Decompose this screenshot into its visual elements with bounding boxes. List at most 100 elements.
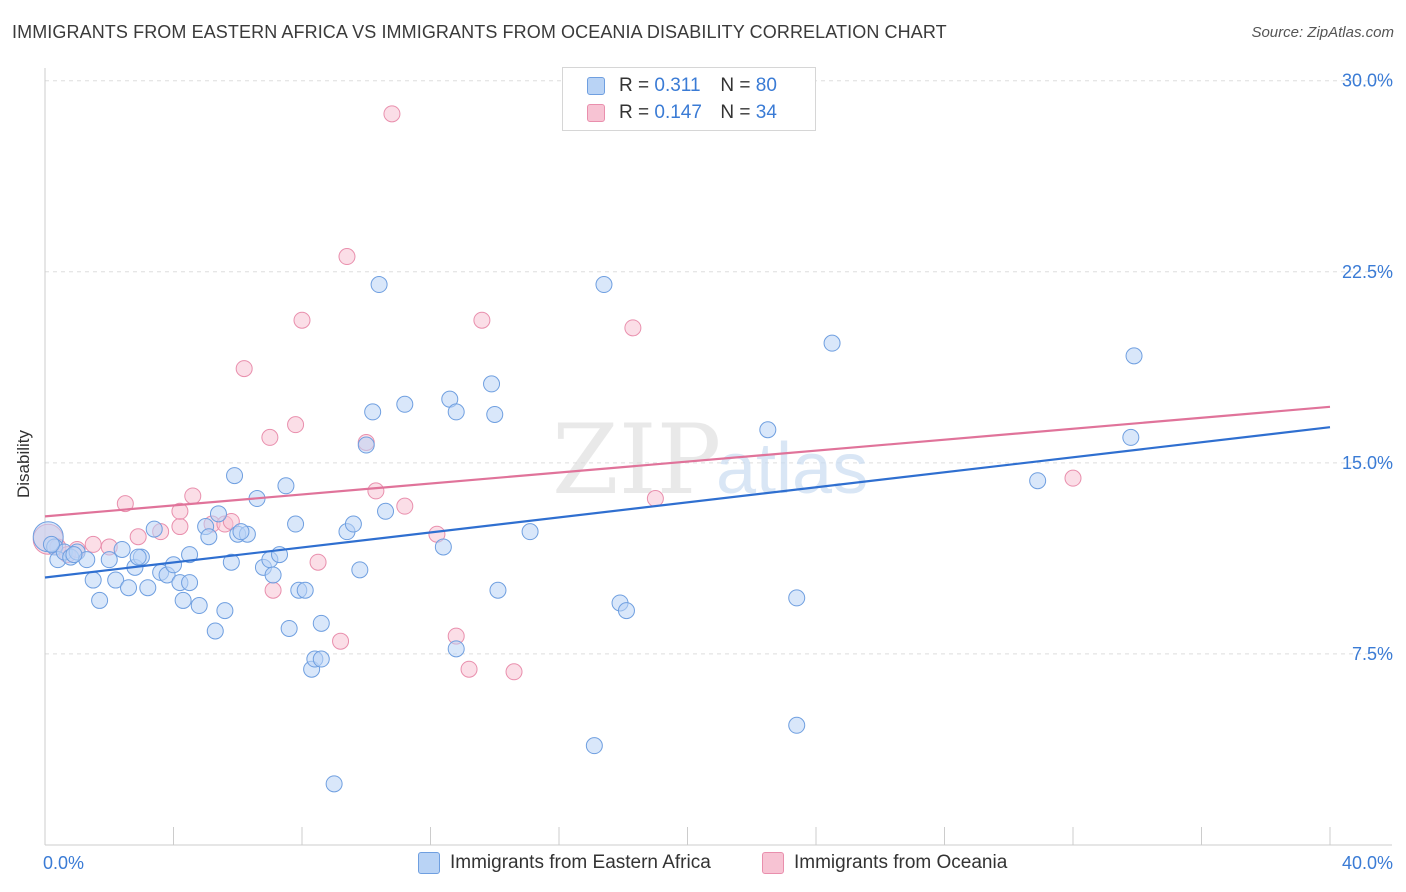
n-value: 80: [755, 75, 777, 96]
point-eastern-africa: [216, 602, 234, 620]
point-eastern-africa: [181, 546, 199, 564]
n-label: N =: [720, 102, 751, 123]
stats-legend-row-oceania: R = 0.147 N = 34: [587, 101, 777, 125]
r-label: R =: [619, 75, 650, 96]
n-label: N =: [720, 75, 751, 96]
point-eastern-africa: [447, 640, 465, 658]
point-eastern-africa: [351, 561, 369, 579]
point-oceania: [1064, 469, 1082, 487]
point-eastern-africa: [823, 334, 841, 352]
legend-item-eastern-africa[interactable]: Immigrants from Eastern Africa: [418, 852, 711, 874]
legend-swatch-oceania: [587, 104, 605, 122]
point-eastern-africa: [100, 551, 118, 569]
watermark-zip: ZIP: [552, 404, 721, 516]
x-tick-label: 0.0%: [43, 853, 84, 873]
trend-line-eastern-africa: [44, 426, 1331, 579]
r-label: R =: [619, 102, 650, 123]
point-eastern-africa: [595, 276, 613, 294]
point-oceania: [129, 528, 147, 546]
point-eastern-africa: [200, 528, 218, 546]
chart-title: IMMIGRANTS FROM EASTERN AFRICA VS IMMIGR…: [12, 22, 947, 42]
point-eastern-africa: [287, 515, 305, 533]
legend-swatch-eastern-africa: [587, 77, 605, 95]
point-eastern-africa: [344, 515, 362, 533]
legend-swatch-eastern-africa: [418, 852, 440, 874]
point-eastern-africa: [483, 375, 501, 393]
point-eastern-africa: [489, 581, 507, 599]
series-oceania-points: [32, 105, 1082, 681]
point-oceania: [235, 360, 253, 378]
r-value: 0.311: [654, 75, 701, 96]
point-eastern-africa: [377, 502, 395, 520]
point-eastern-africa: [312, 614, 330, 632]
point-eastern-africa: [277, 477, 295, 495]
legend-label-oceania: Immigrants from Oceania: [794, 852, 1008, 873]
point-eastern-africa: [325, 775, 343, 793]
y-tick-label: 22.5%: [1342, 262, 1393, 282]
y-axis-title: Disability: [14, 429, 33, 498]
point-eastern-africa: [206, 622, 224, 640]
trend-line-oceania: [44, 405, 1331, 518]
point-eastern-africa: [145, 520, 163, 538]
point-eastern-africa: [84, 571, 102, 589]
source-label: Source: ZipAtlas.com: [1251, 24, 1394, 41]
point-eastern-africa: [222, 553, 240, 571]
point-eastern-africa: [107, 571, 125, 589]
point-eastern-africa: [364, 403, 382, 421]
point-eastern-africa: [521, 523, 539, 541]
y-tick-label: 15.0%: [1342, 453, 1393, 473]
point-eastern-africa: [759, 421, 777, 439]
point-eastern-africa: [181, 574, 199, 592]
point-oceania: [84, 535, 102, 553]
point-eastern-africa: [788, 589, 806, 607]
point-oceania: [264, 581, 282, 599]
point-eastern-africa: [113, 540, 131, 558]
point-oceania: [646, 490, 664, 508]
point-eastern-africa: [788, 716, 806, 734]
stats-legend: R = 0.311 N = 80 R = 0.147 N = 34: [562, 67, 816, 131]
point-eastern-africa: [139, 579, 157, 597]
point-eastern-africa: [129, 548, 147, 566]
point-eastern-africa: [232, 523, 250, 541]
point-eastern-africa: [280, 619, 298, 637]
trend-lines: [44, 405, 1331, 579]
point-eastern-africa: [120, 579, 138, 597]
series-legend: Immigrants from Eastern Africa Immigrant…: [0, 852, 1406, 878]
point-oceania: [184, 487, 202, 505]
stats-legend-row-eastern-africa: R = 0.311 N = 80: [587, 74, 777, 98]
point-eastern-africa: [312, 650, 330, 668]
point-eastern-africa: [434, 538, 452, 556]
point-oceania: [624, 319, 642, 337]
point-eastern-africa: [486, 405, 504, 423]
point-oceania: [396, 497, 414, 515]
point-eastern-africa: [91, 591, 109, 609]
point-oceania: [460, 660, 478, 678]
point-oceania: [505, 663, 523, 681]
point-oceania: [293, 311, 311, 329]
y-tick-labels: 7.5% 15.0% 22.5% 30.0%: [1342, 71, 1393, 664]
point-eastern-africa: [370, 276, 388, 294]
r-value: 0.147: [654, 102, 702, 123]
y-tick-label: 30.0%: [1342, 71, 1393, 91]
legend-item-oceania[interactable]: Immigrants from Oceania: [762, 852, 1007, 874]
series-eastern-africa-points: [32, 276, 1143, 793]
point-eastern-africa: [1122, 428, 1140, 446]
point-eastern-africa: [447, 403, 465, 421]
point-eastern-africa: [296, 581, 314, 599]
point-oceania: [116, 495, 134, 513]
point-eastern-africa: [264, 566, 282, 584]
x-tick-labels: 0.0% 40.0%: [43, 853, 1393, 873]
point-oceania: [367, 482, 385, 500]
y-tick-label: 7.5%: [1352, 644, 1393, 664]
point-eastern-africa: [209, 505, 227, 523]
point-eastern-africa: [165, 556, 182, 574]
point-oceania: [287, 416, 305, 434]
point-eastern-africa: [42, 535, 60, 553]
point-eastern-africa: [357, 436, 375, 454]
n-value: 34: [755, 102, 777, 123]
point-eastern-africa: [1125, 347, 1143, 365]
point-eastern-africa: [585, 737, 603, 755]
point-eastern-africa: [396, 395, 414, 413]
grid-lines: [45, 80, 1392, 655]
